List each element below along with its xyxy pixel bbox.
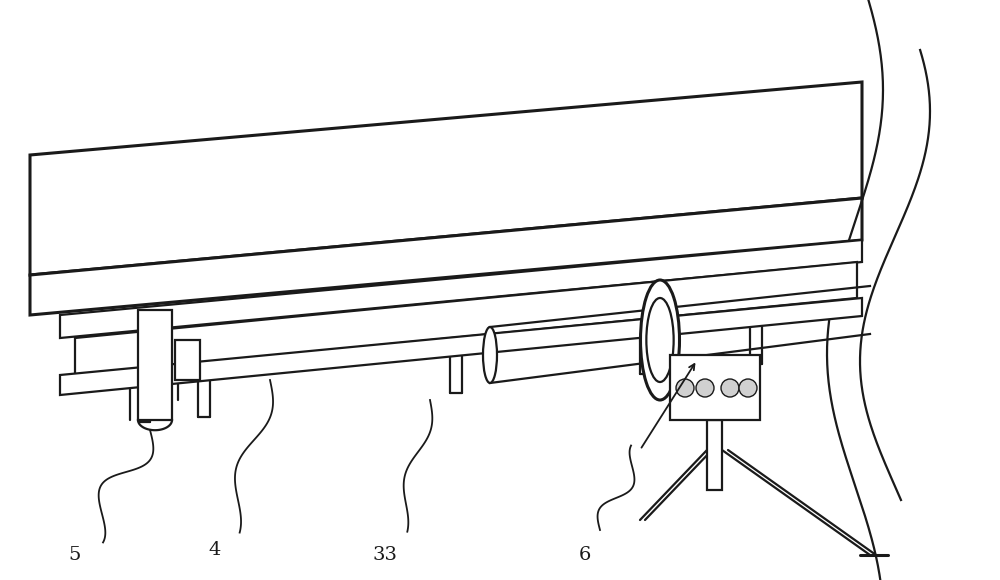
Text: 33: 33 <box>372 546 398 564</box>
Circle shape <box>676 379 694 397</box>
Ellipse shape <box>640 280 680 400</box>
Polygon shape <box>30 198 862 315</box>
Text: 4: 4 <box>209 541 221 559</box>
Polygon shape <box>138 310 172 420</box>
Ellipse shape <box>483 327 497 383</box>
Text: 5: 5 <box>69 546 81 564</box>
Circle shape <box>739 379 757 397</box>
Polygon shape <box>670 355 760 420</box>
Polygon shape <box>30 82 862 275</box>
Text: 6: 6 <box>579 546 591 564</box>
Polygon shape <box>60 298 862 395</box>
Polygon shape <box>175 340 200 380</box>
Circle shape <box>721 379 739 397</box>
Polygon shape <box>75 262 857 375</box>
Circle shape <box>696 379 714 397</box>
Polygon shape <box>707 420 722 490</box>
Polygon shape <box>60 240 862 338</box>
Ellipse shape <box>646 298 674 382</box>
